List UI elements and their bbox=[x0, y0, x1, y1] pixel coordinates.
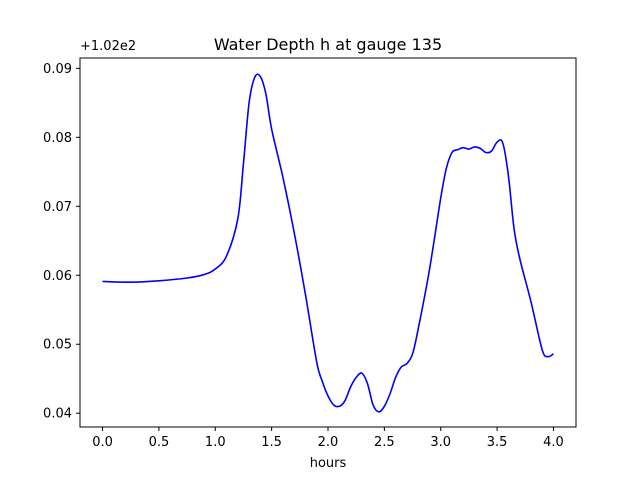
series-layer bbox=[102, 73, 554, 413]
chart-title: Water Depth h at gauge 135 bbox=[214, 35, 442, 54]
x-tick-label: 2.0 bbox=[318, 435, 339, 450]
x-tick-label: 3.0 bbox=[430, 435, 451, 450]
x-tick-label: 1.5 bbox=[261, 435, 282, 450]
x-tick-label: 0.5 bbox=[149, 435, 170, 450]
y-tick-label: 0.04 bbox=[43, 407, 72, 422]
x-tick-label: 2.5 bbox=[374, 435, 395, 450]
plot-area bbox=[80, 58, 576, 427]
x-tick-label: 4.0 bbox=[543, 435, 564, 450]
series-line bbox=[102, 73, 554, 413]
y-tick-label: 0.09 bbox=[43, 62, 72, 77]
x-tick-label: 3.5 bbox=[487, 435, 508, 450]
x-axis-ticks: 0.0 0.5 1.0 1.5 2.0 2.5 3.0 3.5 4.0 bbox=[92, 427, 564, 450]
y-tick-label: 0.08 bbox=[43, 131, 72, 146]
y-offset-label: +1.02e2 bbox=[80, 39, 136, 54]
y-axis-ticks: 0.04 0.05 0.06 0.07 0.08 0.09 bbox=[43, 62, 80, 422]
y-tick-label: 0.06 bbox=[43, 269, 72, 284]
y-tick-label: 0.07 bbox=[43, 200, 72, 215]
x-tick-label: 0.0 bbox=[92, 435, 113, 450]
x-axis-label: hours bbox=[310, 456, 347, 471]
y-tick-label: 0.05 bbox=[43, 338, 72, 353]
x-tick-label: 1.0 bbox=[205, 435, 226, 450]
plot-frame bbox=[79, 57, 577, 428]
